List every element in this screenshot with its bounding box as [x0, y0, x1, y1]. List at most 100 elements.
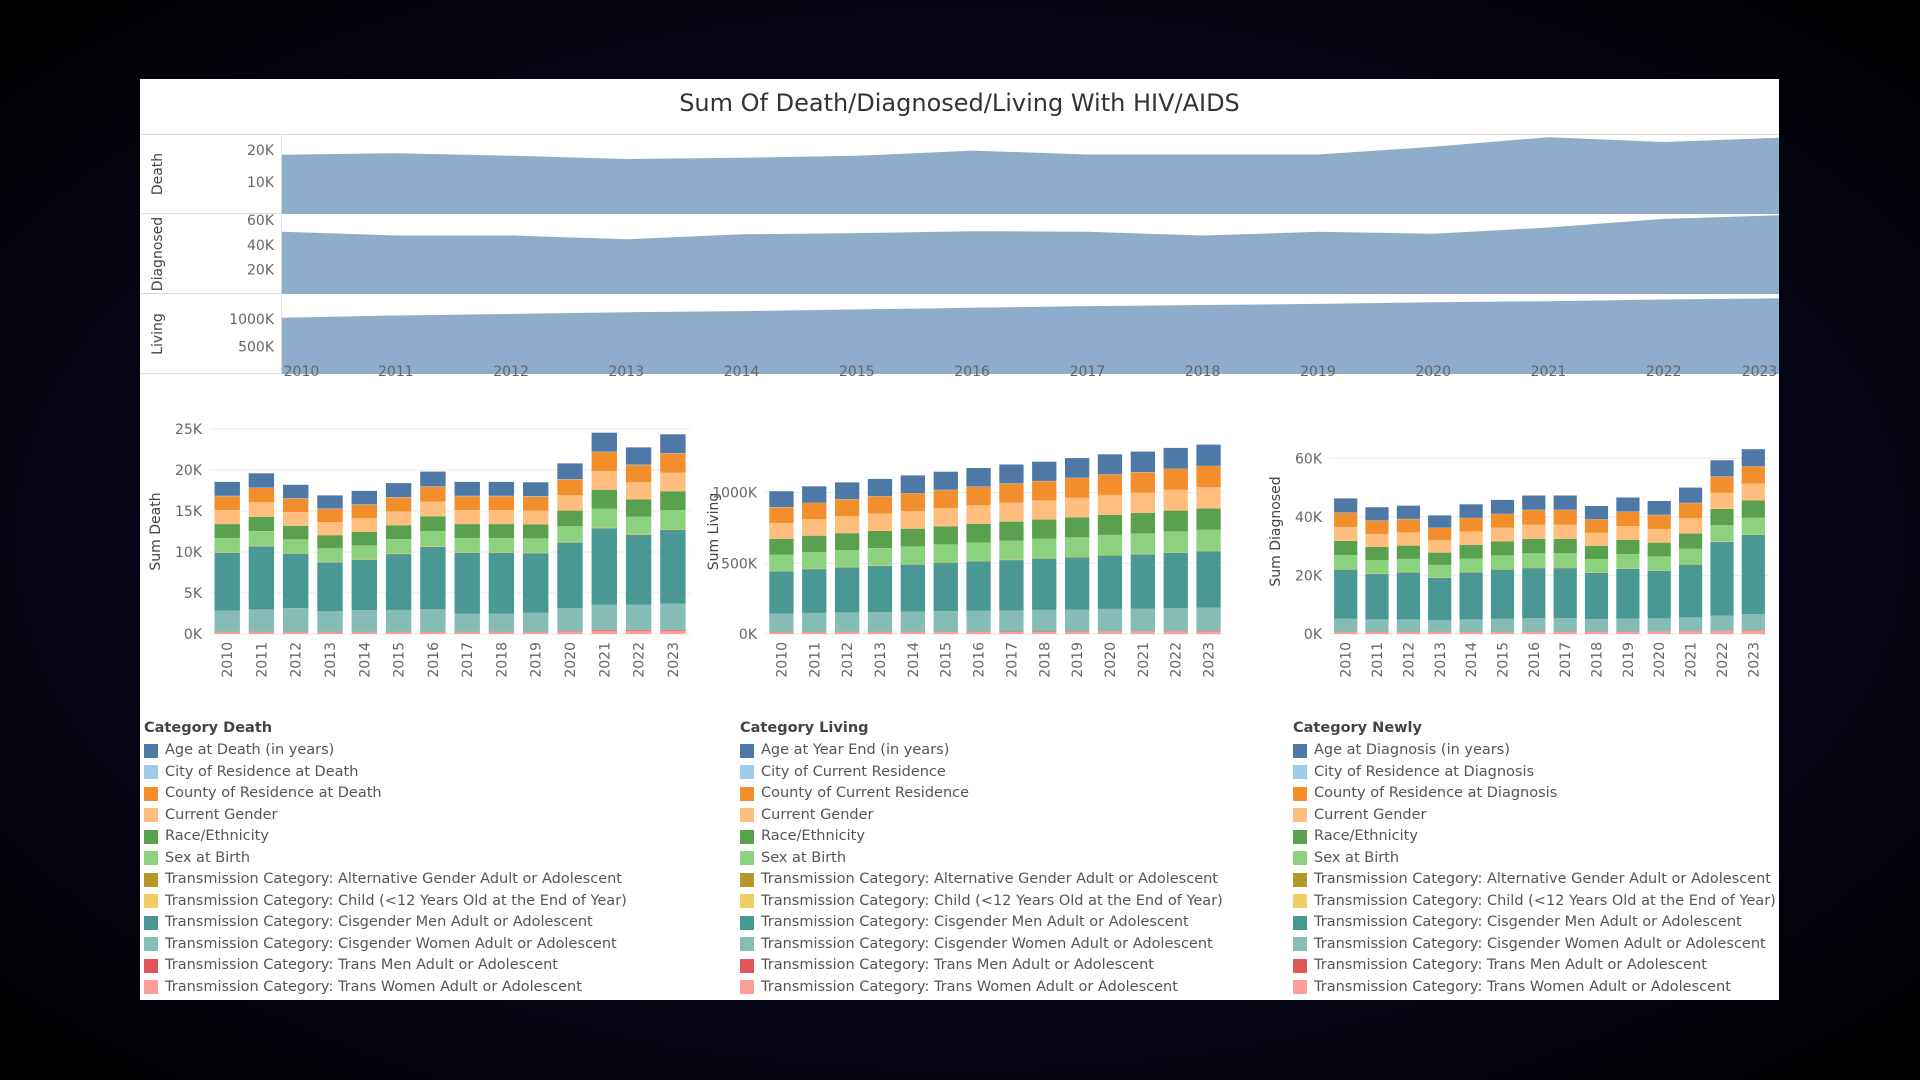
- bar-stack-2011[interactable]: [248, 473, 275, 634]
- bar-stack-2023[interactable]: [1196, 444, 1221, 634]
- bar-segment-race-ethnicity: [966, 523, 991, 543]
- legend-item[interactable]: Transmission Category: Trans Men Adult o…: [740, 955, 1223, 977]
- bar-stack-2014[interactable]: [900, 475, 925, 634]
- bar-stack-2019[interactable]: [1616, 497, 1640, 635]
- bar-stack-2010[interactable]: [1334, 498, 1358, 634]
- bar-stack-2012[interactable]: [1396, 505, 1420, 634]
- bar-stack-2023[interactable]: [660, 434, 686, 634]
- bar-stack-2011[interactable]: [802, 486, 827, 634]
- bar-stack-2010[interactable]: [214, 481, 240, 634]
- legend-item[interactable]: Transmission Category: Alternative Gende…: [1293, 869, 1776, 891]
- legend-item[interactable]: County of Current Residence: [740, 783, 1223, 805]
- legend-item[interactable]: Current Gender: [144, 805, 627, 827]
- bar-segment-transmission-category-cisgender-women-adult-or-adolescent: [1616, 618, 1640, 632]
- bar-stack-2014[interactable]: [351, 490, 377, 634]
- bar-stack-2017[interactable]: [999, 464, 1024, 635]
- legend-item[interactable]: City of Current Residence: [740, 762, 1223, 784]
- bar-stack-2017[interactable]: [454, 481, 480, 634]
- legend-item[interactable]: Sex at Birth: [144, 848, 627, 870]
- legend-item[interactable]: Transmission Category: Alternative Gende…: [144, 869, 627, 891]
- legend-item[interactable]: Age at Year End (in years): [740, 740, 1223, 762]
- bar-stack-2023[interactable]: [1741, 449, 1765, 634]
- legend-item[interactable]: Transmission Category: Cisgender Men Adu…: [1293, 912, 1776, 934]
- legend-item[interactable]: Sex at Birth: [1293, 848, 1776, 870]
- area-x-tick-label: 2020: [1415, 364, 1451, 380]
- bar-stack-2022[interactable]: [1163, 447, 1188, 634]
- bar-segment-county-of-residence-at-death: [1616, 511, 1640, 526]
- legend-item[interactable]: Transmission Category: Cisgender Men Adu…: [144, 912, 627, 934]
- bar-stack-2011[interactable]: [1365, 507, 1389, 634]
- bar-stack-2015[interactable]: [1490, 499, 1515, 634]
- legend-swatch: [144, 851, 158, 866]
- bar-stack-2014[interactable]: [1459, 504, 1483, 634]
- legend-item[interactable]: Transmission Category: Trans Women Adult…: [1293, 977, 1776, 999]
- bar-segment-sex-at-birth: [1679, 548, 1703, 564]
- bar-stack-2013[interactable]: [867, 478, 893, 634]
- legend-item[interactable]: Race/Ethnicity: [144, 826, 627, 848]
- bar-stack-2017[interactable]: [1553, 495, 1577, 635]
- bar-stack-2020[interactable]: [557, 463, 583, 634]
- legend-item[interactable]: Current Gender: [1293, 805, 1776, 827]
- legend-item[interactable]: City of Residence at Death: [144, 762, 627, 784]
- bar-stack-2020[interactable]: [1097, 454, 1123, 634]
- legend-item[interactable]: County of Residence at Diagnosis: [1293, 783, 1776, 805]
- legend-item[interactable]: Transmission Category: Child (<12 Years …: [740, 891, 1223, 913]
- bar-stack-2018[interactable]: [1584, 506, 1609, 634]
- bar-stack-2018[interactable]: [488, 481, 515, 634]
- legend-label: Transmission Category: Alternative Gende…: [761, 871, 1218, 887]
- legend-item[interactable]: Transmission Category: Trans Men Adult o…: [144, 955, 627, 977]
- bar-segment-sex-at-birth: [1647, 556, 1671, 571]
- bar-stack-2013[interactable]: [317, 495, 343, 634]
- legend-item[interactable]: Transmission Category: Cisgender Women A…: [1293, 934, 1776, 956]
- legend-item[interactable]: Age at Diagnosis (in years): [1293, 740, 1776, 762]
- legend-item[interactable]: County of Residence at Death: [144, 783, 627, 805]
- bar-stack-2013[interactable]: [1428, 515, 1452, 634]
- bar-stack-2022[interactable]: [625, 447, 652, 634]
- bar-stack-2019[interactable]: [523, 482, 549, 634]
- bar-stack-2015[interactable]: [385, 483, 412, 634]
- bar-segment-age-at-death-in-years: [523, 482, 549, 497]
- legend-item[interactable]: Sex at Birth: [740, 848, 1223, 870]
- legend-item[interactable]: Age at Death (in years): [144, 740, 627, 762]
- bar-stack-2021[interactable]: [591, 432, 617, 634]
- y-tick-label: 25K: [175, 422, 203, 438]
- area-x-tick-label: 2011: [378, 364, 414, 380]
- legend-item[interactable]: Transmission Category: Alternative Gende…: [740, 869, 1223, 891]
- bar-stack-2022[interactable]: [1710, 460, 1734, 634]
- legend-item[interactable]: City of Residence at Diagnosis: [1293, 762, 1776, 784]
- legend-item[interactable]: Transmission Category: Child (<12 Years …: [1293, 891, 1776, 913]
- legend-swatch: [1293, 829, 1307, 844]
- bar-segment-transmission-category-cisgender-women-adult-or-adolescent: [454, 613, 480, 632]
- bar-stack-2021[interactable]: [1679, 487, 1703, 634]
- legend-item[interactable]: Transmission Category: Trans Women Adult…: [740, 977, 1223, 999]
- legend-item[interactable]: Current Gender: [740, 805, 1223, 827]
- bar-stack-2021[interactable]: [1130, 451, 1155, 634]
- bar-segment-county-of-residence-at-death: [1334, 512, 1358, 527]
- bar-stack-2016[interactable]: [1522, 495, 1546, 635]
- bar-segment-transmission-category-cisgender-men-adult-or-adolescent: [1365, 574, 1389, 620]
- bar-stack-2020[interactable]: [1647, 501, 1671, 634]
- bar-stack-2015[interactable]: [933, 471, 958, 634]
- legend-item[interactable]: Transmission Category: Trans Women Adult…: [144, 977, 627, 999]
- bar-stack-2019[interactable]: [1065, 458, 1090, 634]
- legend-item[interactable]: Transmission Category: Cisgender Women A…: [144, 934, 627, 956]
- bar-stack-2010[interactable]: [769, 491, 794, 634]
- bar-stack-2018[interactable]: [1032, 461, 1057, 634]
- bar-stack-2016[interactable]: [966, 468, 991, 634]
- bar-segment-transmission-category-cisgender-women-adult-or-adolescent: [317, 611, 343, 632]
- legend-item[interactable]: Race/Ethnicity: [1293, 826, 1776, 848]
- legend-item[interactable]: Transmission Category: Child (<12 Years …: [144, 891, 627, 913]
- bar-segment-race-ethnicity: [1616, 540, 1640, 555]
- legend-item[interactable]: Race/Ethnicity: [740, 826, 1223, 848]
- bar-segment-sex-at-birth: [454, 538, 480, 552]
- bar-stack-2012[interactable]: [835, 482, 860, 634]
- bar-segment-county-of-residence-at-death: [1196, 466, 1221, 488]
- legend-item[interactable]: Transmission Category: Trans Men Adult o…: [1293, 955, 1776, 977]
- legend-label: Sex at Birth: [1314, 849, 1400, 866]
- bar-segment-race-ethnicity: [317, 535, 343, 549]
- bar-segment-county-of-residence-at-death: [1553, 510, 1577, 525]
- bar-stack-2012[interactable]: [283, 484, 309, 634]
- legend-item[interactable]: Transmission Category: Cisgender Women A…: [740, 934, 1223, 956]
- legend-item[interactable]: Transmission Category: Cisgender Men Adu…: [740, 912, 1223, 934]
- bar-stack-2016[interactable]: [420, 471, 446, 634]
